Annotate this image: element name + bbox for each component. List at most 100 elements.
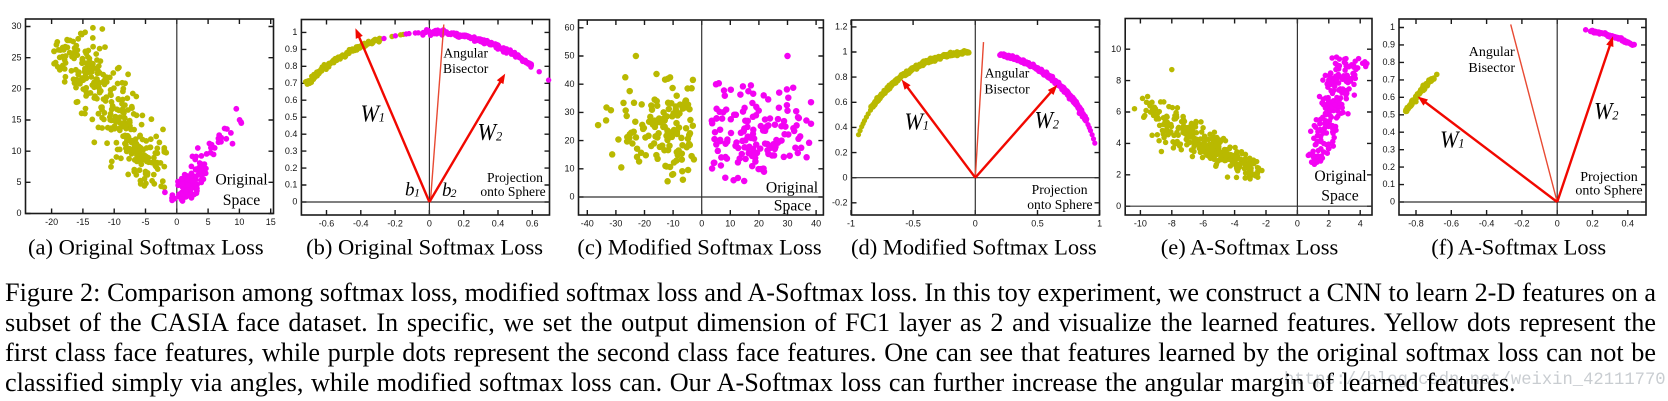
- svg-text:1: 1: [923, 118, 929, 132]
- svg-text:0.5: 0.5: [1382, 110, 1395, 120]
- svg-text:60: 60: [564, 23, 574, 33]
- svg-text:Projection: Projection: [487, 170, 543, 185]
- svg-text:Original: Original: [215, 172, 268, 189]
- svg-text:Bisector: Bisector: [443, 61, 489, 76]
- svg-text:1: 1: [842, 47, 847, 57]
- svg-text:10: 10: [564, 164, 574, 174]
- svg-text:Original: Original: [766, 180, 819, 197]
- svg-text:15: 15: [11, 115, 21, 125]
- svg-text:30: 30: [11, 21, 21, 31]
- svg-text:0: 0: [427, 219, 432, 229]
- svg-text:W: W: [1035, 108, 1055, 134]
- svg-text:4: 4: [1116, 138, 1121, 148]
- svg-text:0: 0: [174, 217, 179, 227]
- svg-text:-20: -20: [638, 219, 651, 229]
- svg-text:-8: -8: [1168, 219, 1176, 229]
- svg-text:1: 1: [1458, 136, 1464, 150]
- svg-text:1.2: 1.2: [835, 22, 848, 32]
- svg-text:0: 0: [1295, 219, 1300, 229]
- svg-text:0.6: 0.6: [285, 95, 298, 105]
- svg-text:-0.2: -0.2: [1514, 219, 1530, 229]
- svg-text:W: W: [478, 120, 498, 146]
- svg-text:-4: -4: [1231, 219, 1239, 229]
- svg-text:1: 1: [292, 27, 297, 37]
- svg-text:Original: Original: [1314, 168, 1367, 185]
- svg-text:1: 1: [1390, 22, 1395, 32]
- svg-text:0.2: 0.2: [835, 147, 848, 157]
- svg-text:(b) Original Softmax Loss: (b) Original Softmax Loss: [306, 235, 543, 260]
- svg-text:(e) A-Softmax Loss: (e) A-Softmax Loss: [1161, 235, 1338, 260]
- svg-text:0.8: 0.8: [835, 72, 848, 82]
- svg-text:10: 10: [725, 219, 735, 229]
- svg-text:50: 50: [564, 51, 574, 61]
- svg-text:0.2: 0.2: [1586, 219, 1599, 229]
- svg-text:Angular: Angular: [1469, 45, 1515, 60]
- svg-text:0: 0: [16, 208, 21, 218]
- svg-text:-20: -20: [45, 217, 58, 227]
- svg-text:0.3: 0.3: [285, 146, 298, 156]
- svg-text:Angular: Angular: [443, 45, 488, 60]
- svg-text:-0.2: -0.2: [387, 219, 403, 229]
- svg-text:0.3: 0.3: [1382, 144, 1395, 154]
- svg-text:10: 10: [234, 217, 244, 227]
- svg-text:15: 15: [266, 217, 276, 227]
- svg-text:30: 30: [564, 107, 574, 117]
- svg-text:30: 30: [782, 219, 792, 229]
- svg-text:0.6: 0.6: [526, 219, 539, 229]
- svg-text:0.6: 0.6: [835, 97, 848, 107]
- svg-text:2: 2: [1612, 108, 1618, 122]
- svg-text:-10: -10: [108, 217, 121, 227]
- svg-text:0.8: 0.8: [285, 61, 298, 71]
- svg-text:-0.6: -0.6: [319, 219, 335, 229]
- svg-text:W: W: [905, 110, 925, 136]
- svg-text:-1: -1: [847, 219, 855, 229]
- svg-text:b: b: [405, 180, 415, 201]
- svg-text:2: 2: [1053, 117, 1059, 131]
- svg-text:10: 10: [1111, 44, 1121, 54]
- svg-text:Bisector: Bisector: [1468, 61, 1515, 76]
- svg-text:-0.4: -0.4: [353, 219, 369, 229]
- svg-text:4: 4: [1358, 219, 1363, 229]
- svg-text:-0.5: -0.5: [905, 219, 921, 229]
- svg-text:0.2: 0.2: [285, 163, 298, 173]
- svg-text:W: W: [361, 102, 381, 128]
- svg-text:0.1: 0.1: [285, 180, 298, 190]
- svg-text:0.7: 0.7: [285, 78, 298, 88]
- svg-text:0: 0: [699, 219, 704, 229]
- svg-text:0.5: 0.5: [285, 112, 298, 122]
- svg-text:0: 0: [973, 219, 978, 229]
- svg-text:-10: -10: [1134, 219, 1147, 229]
- svg-text:-0.4: -0.4: [1479, 219, 1495, 229]
- svg-text:(c) Modified Softmax Loss: (c) Modified Softmax Loss: [577, 235, 821, 260]
- svg-text:b: b: [442, 180, 452, 201]
- svg-text:-5: -5: [141, 217, 149, 227]
- svg-text:onto Sphere: onto Sphere: [1575, 184, 1642, 199]
- svg-text:-0.6: -0.6: [1444, 219, 1460, 229]
- svg-text:-40: -40: [581, 219, 594, 229]
- svg-text:0: 0: [569, 192, 574, 202]
- svg-text:5: 5: [16, 177, 21, 187]
- svg-text:onto Sphere: onto Sphere: [1027, 197, 1092, 212]
- svg-text:10: 10: [11, 146, 21, 156]
- svg-text:20: 20: [754, 219, 764, 229]
- svg-text:W: W: [1594, 99, 1614, 125]
- svg-text:0.7: 0.7: [1382, 75, 1395, 85]
- svg-text:2: 2: [1116, 170, 1121, 180]
- svg-text:0: 0: [842, 172, 847, 182]
- svg-text:Projection: Projection: [1032, 182, 1088, 197]
- svg-text:0: 0: [1555, 219, 1560, 229]
- svg-text:20: 20: [11, 84, 21, 94]
- svg-text:8: 8: [1116, 75, 1121, 85]
- svg-text:-10: -10: [667, 219, 680, 229]
- svg-text:0.2: 0.2: [457, 219, 470, 229]
- svg-text:1: 1: [1097, 219, 1102, 229]
- svg-text:2: 2: [496, 129, 502, 143]
- svg-text:Space: Space: [774, 198, 811, 215]
- svg-text:0.5: 0.5: [1031, 219, 1044, 229]
- svg-text:0.9: 0.9: [1382, 40, 1395, 50]
- svg-text:W: W: [1440, 128, 1460, 154]
- svg-text:0.2: 0.2: [1382, 162, 1395, 172]
- svg-text:0.8: 0.8: [1382, 57, 1395, 67]
- svg-text:2: 2: [451, 186, 457, 200]
- svg-text:0.4: 0.4: [1622, 219, 1635, 229]
